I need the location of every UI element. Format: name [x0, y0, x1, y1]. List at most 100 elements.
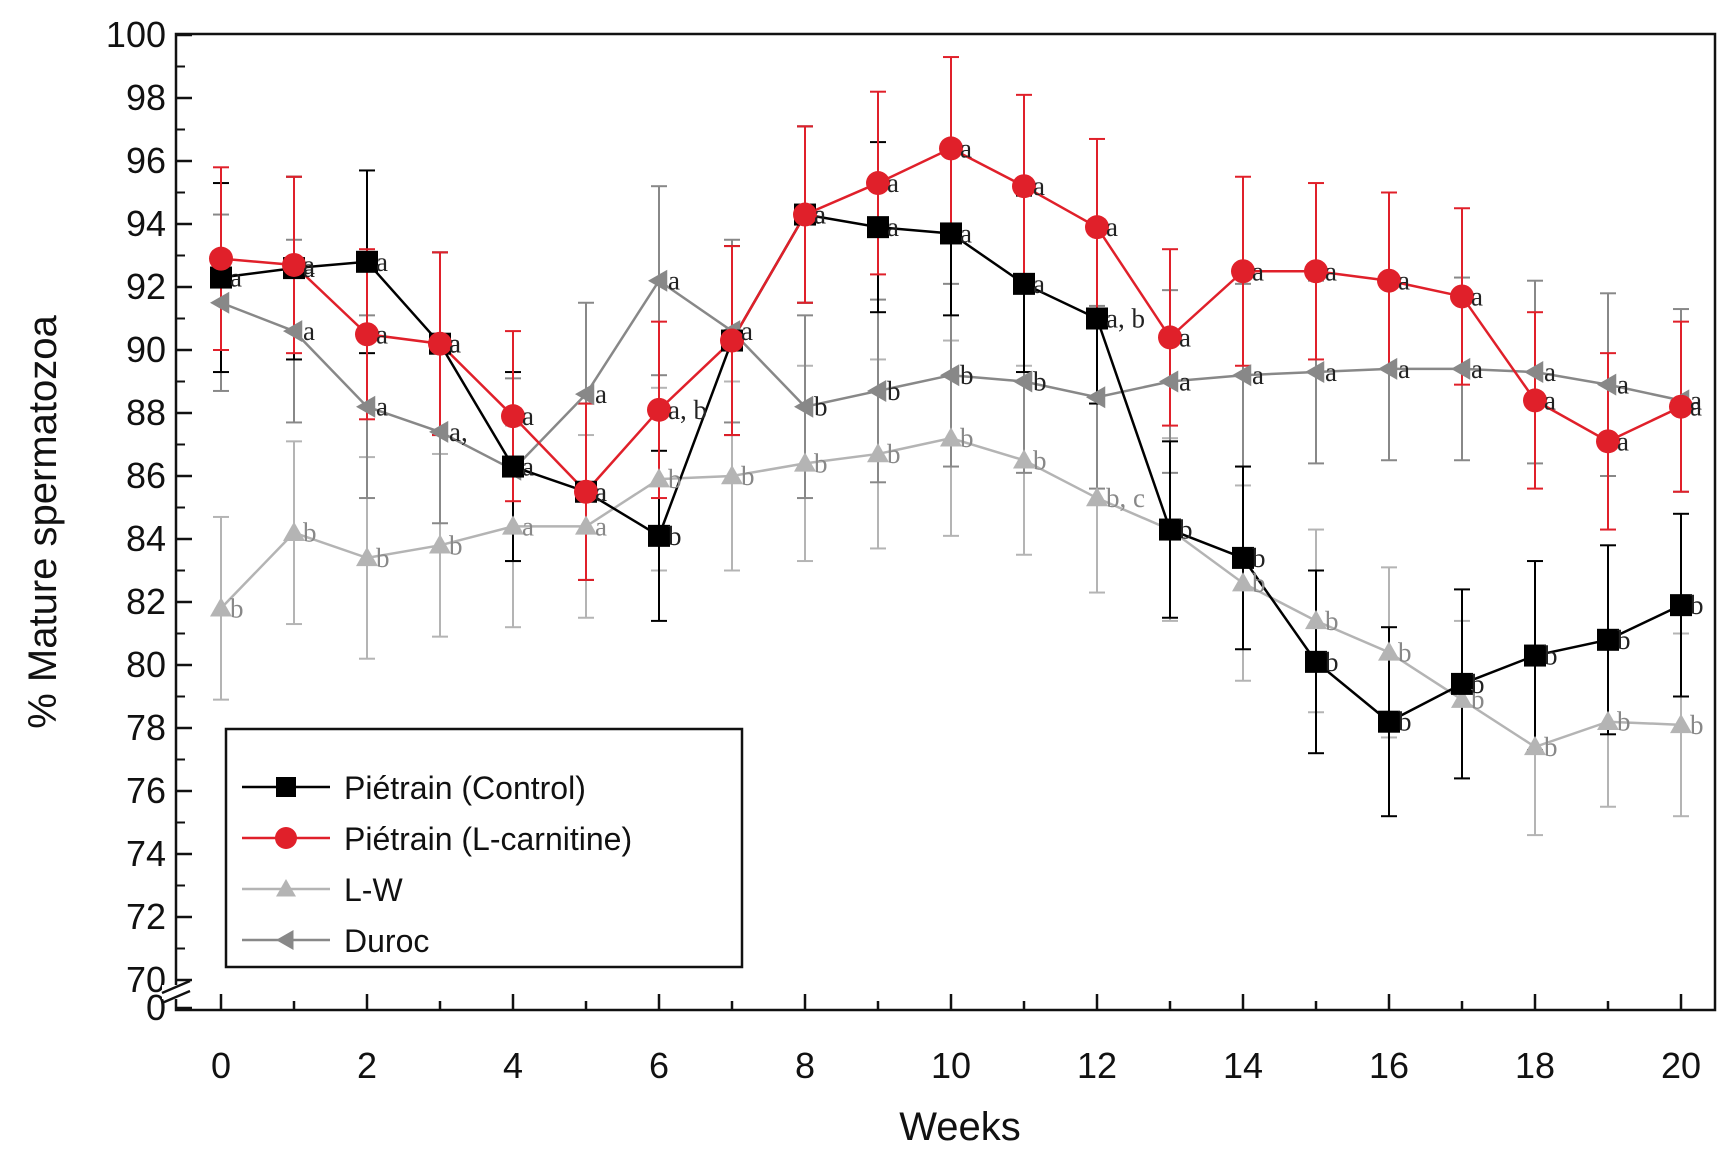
significance-letter: a: [960, 133, 972, 163]
significance-letter: b, c: [1106, 483, 1145, 513]
y-tick-label: 82: [126, 581, 166, 622]
data-point: [1670, 713, 1692, 734]
significance-letter: b: [741, 461, 755, 491]
data-point: [356, 250, 378, 273]
data-point: [1451, 357, 1471, 380]
legend-marker: [276, 777, 296, 797]
axis-break-mark: [161, 989, 191, 1005]
significance-letter: a: [1179, 367, 1191, 397]
data-point: [721, 465, 743, 485]
significance-letter: b: [668, 464, 682, 494]
series-markers: [209, 136, 1693, 756]
data-point: [1378, 710, 1400, 733]
significance-letter: a: [595, 379, 607, 409]
data-point: [575, 383, 595, 406]
significance-letter: a: [1544, 357, 1556, 387]
significance-letter: b: [1325, 606, 1339, 636]
data-point: [1013, 370, 1033, 393]
data-point: [574, 479, 598, 504]
significance-letter: a: [595, 511, 607, 541]
significance-letter: a: [1033, 171, 1045, 201]
significance-letter: b: [1544, 732, 1558, 762]
x-tick-label: 2: [357, 1045, 377, 1086]
significance-letter: a: [668, 266, 680, 296]
legend-label: L-W: [344, 872, 403, 908]
plot-frame: [174, 32, 1717, 1012]
significance-letter: a: [741, 316, 753, 346]
significance-letter: b: [1252, 543, 1266, 573]
significance-letter: a: [595, 477, 607, 507]
significance-letter: b: [1690, 590, 1704, 620]
legend-label: Duroc: [344, 923, 429, 959]
data-point: [1013, 449, 1035, 469]
significance-letter: a: [1252, 256, 1264, 286]
data-point: [1451, 672, 1473, 695]
x-tick-label: 8: [795, 1045, 815, 1086]
significance-letter: a: [1617, 426, 1629, 456]
legend-label: Piétrain (Control): [344, 770, 586, 806]
data-point: [940, 364, 960, 387]
data-point: [283, 320, 303, 343]
data-point: [793, 202, 817, 227]
data-point: [1304, 259, 1328, 284]
significance-letter: b: [1398, 637, 1412, 667]
y-tick-label: 86: [126, 455, 166, 496]
significance-letter: a: [1033, 269, 1045, 299]
significance-letter: a: [376, 247, 388, 277]
significance-letter: b: [1690, 710, 1704, 740]
data-point: [209, 246, 233, 271]
significance-letter: a: [1690, 392, 1702, 422]
data-point: [429, 420, 449, 443]
significance-letter: b: [1544, 641, 1558, 671]
y-tick-label: 78: [126, 707, 166, 748]
x-tick-label: 16: [1369, 1045, 1409, 1086]
data-point: [1596, 429, 1620, 454]
data-point: [1086, 307, 1108, 330]
data-point: [210, 291, 230, 314]
data-point: [1086, 487, 1108, 507]
data-point: [940, 222, 962, 245]
data-point: [355, 322, 379, 347]
data-point: [282, 252, 306, 277]
significance-letter: a: [814, 200, 826, 230]
data-point: [502, 515, 524, 535]
data-point: [1159, 370, 1179, 393]
axis-break-mark: [161, 979, 191, 995]
data-point: [575, 515, 597, 535]
significance-letter: a: [1398, 266, 1410, 296]
data-point: [1597, 628, 1619, 651]
data-point: [210, 266, 232, 289]
data-point: [1451, 688, 1473, 708]
x-tick-label: 12: [1077, 1045, 1117, 1086]
significance-letter: a: [1106, 212, 1118, 242]
significance-letter: b: [887, 376, 901, 406]
data-point: [429, 534, 451, 554]
data-point: [1232, 364, 1252, 387]
significance-letter: a: [303, 250, 315, 280]
significance-letter: b: [668, 521, 682, 551]
data-point: [794, 452, 816, 472]
y-tick-label: 84: [126, 518, 166, 559]
data-point: [1450, 284, 1474, 309]
data-point: [1378, 357, 1398, 380]
data-point: [1232, 546, 1254, 569]
data-point: [647, 397, 671, 422]
legend-marker: [276, 930, 294, 950]
data-point: [940, 427, 962, 447]
significance-letter: a: [522, 452, 534, 482]
significance-letter: b: [960, 423, 974, 453]
significance-letter: b: [1252, 568, 1266, 598]
significance-letter: b: [449, 530, 463, 560]
data-point: [867, 216, 889, 239]
significance-letter: a: [595, 477, 607, 507]
legend-marker: [276, 879, 296, 897]
data-point: [866, 171, 890, 196]
data-point: [428, 331, 452, 356]
significance-letter: a: [303, 316, 315, 346]
significance-letter: b: [1471, 685, 1485, 715]
data-point: [648, 468, 670, 488]
x-tick-label: 14: [1223, 1045, 1263, 1086]
significance-letter: a: [376, 392, 388, 422]
